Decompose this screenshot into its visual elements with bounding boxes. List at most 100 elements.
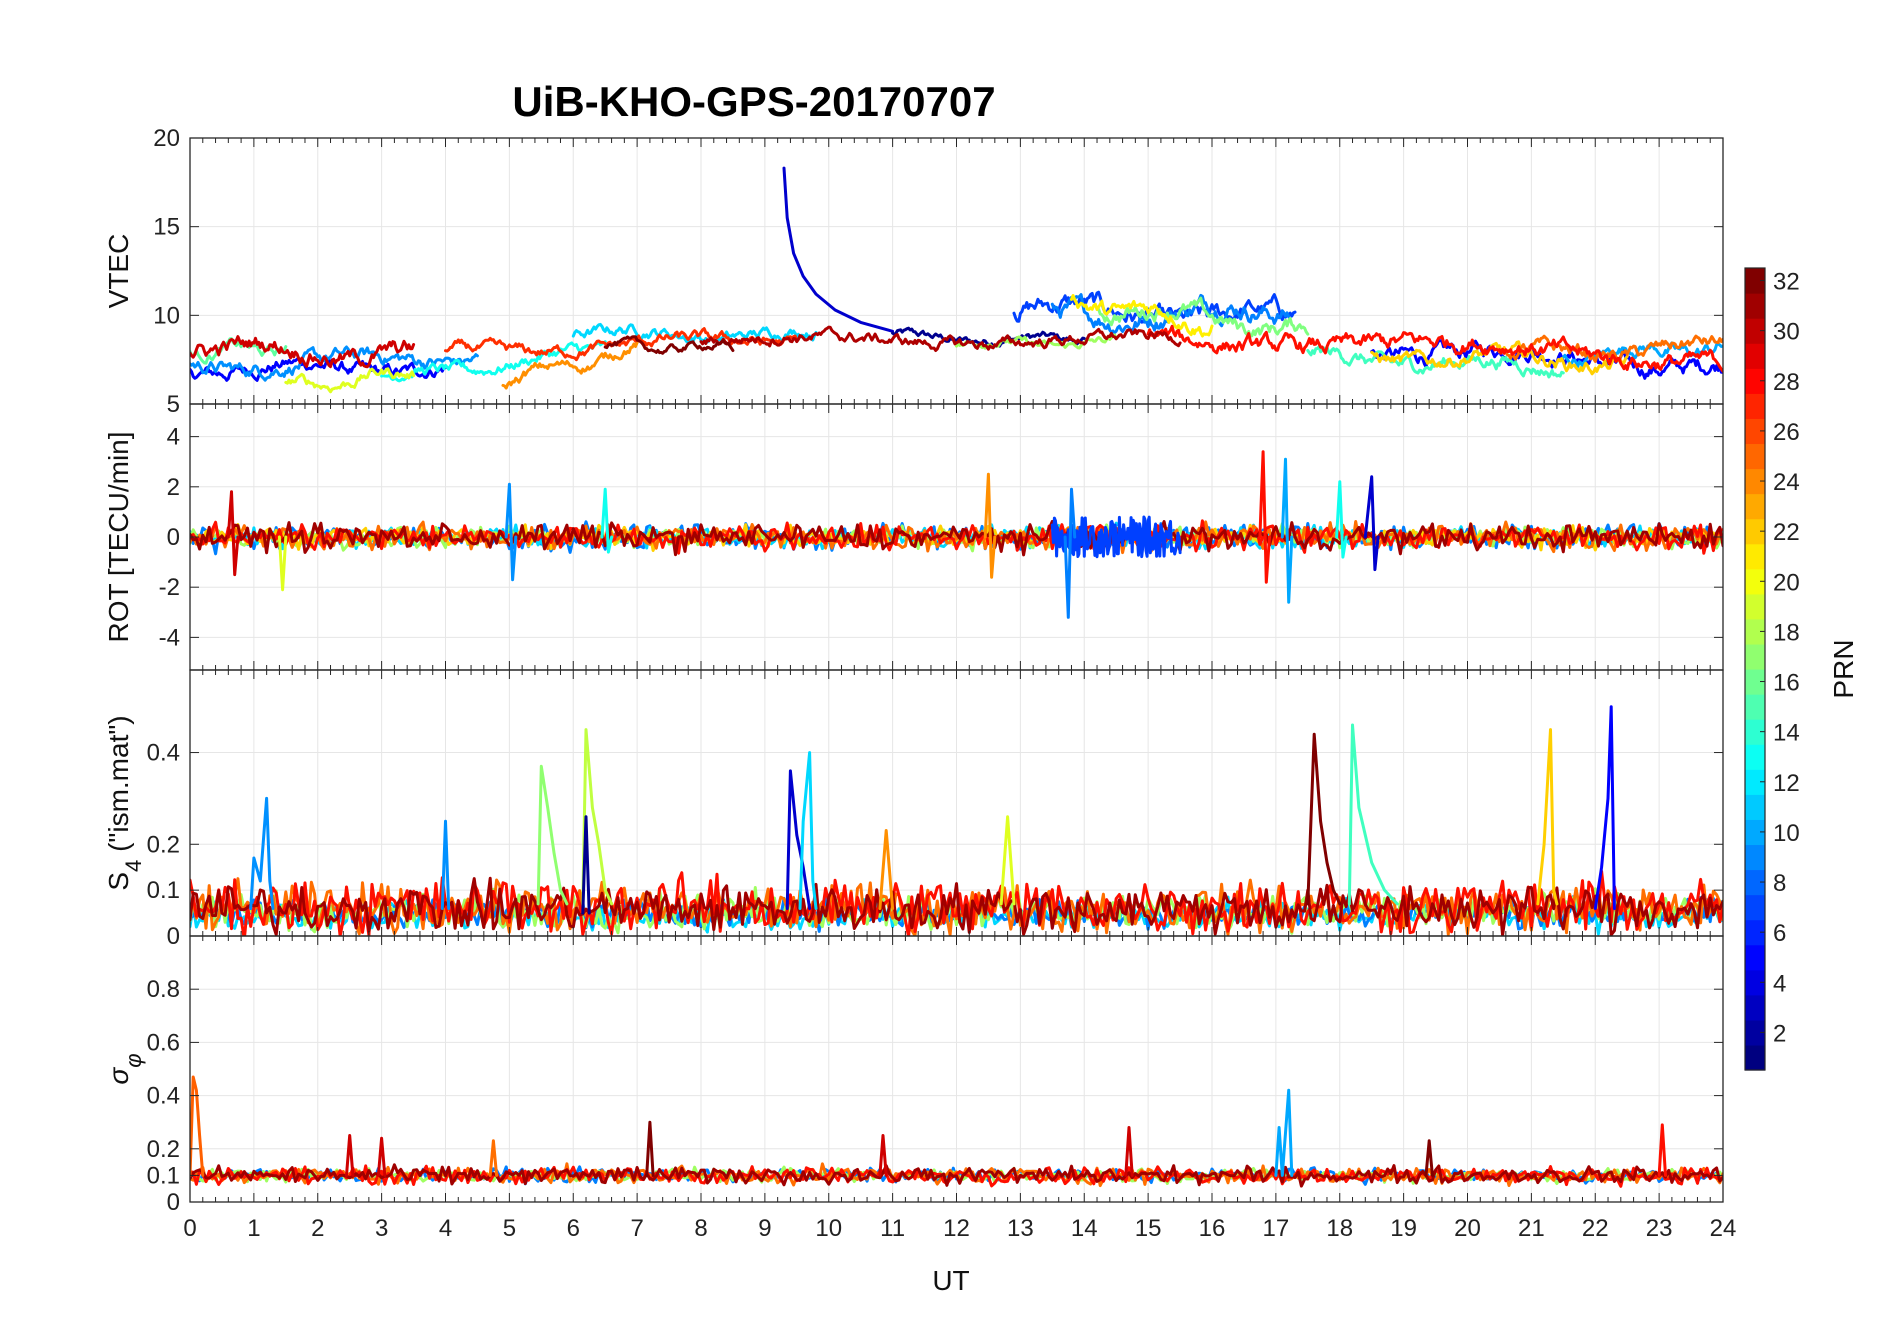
y-tick-label: 0 [167, 923, 180, 950]
trace-prn-31 [190, 1163, 1723, 1188]
trace-prn-31 [699, 325, 1182, 352]
trace-prn-28 [1146, 324, 1723, 373]
colorbar-tick-label: 8 [1773, 870, 1786, 897]
trace-prn-30 [878, 1134, 888, 1177]
x-tick-label: 4 [439, 1215, 452, 1242]
x-tick-label: 13 [1007, 1215, 1034, 1242]
colorbar-frame [1744, 267, 1766, 1071]
trace-prn-1 [581, 815, 591, 915]
x-tick-label: 17 [1263, 1215, 1290, 1242]
x-tick-label: 11 [880, 1215, 905, 1242]
colorbar-tick-label: 22 [1773, 519, 1800, 546]
x-tick-label: 8 [694, 1215, 707, 1242]
trace-prn-28 [1258, 450, 1271, 584]
x-tick-label: 14 [1071, 1215, 1098, 1242]
colorbar-label: PRN [1828, 639, 1859, 698]
colorbar-segment [1745, 643, 1765, 670]
colorbar-segment [1745, 368, 1765, 394]
colorbar-segment [1745, 794, 1765, 820]
trace-prn-4 [190, 356, 447, 382]
trace-prn-12 [798, 751, 818, 910]
trace-prn-2 [785, 769, 812, 910]
colorbar-tick-label: 4 [1773, 970, 1786, 997]
colorbar-tick-label: 18 [1773, 619, 1800, 646]
panel-vtec: 5 10 15 20 VTEC [103, 125, 1724, 418]
trace-prn-30 [1124, 1126, 1134, 1177]
trace-prn-4 [1370, 338, 1723, 380]
trace-prn-17 [1095, 296, 1310, 338]
trace-prn-30 [190, 335, 416, 369]
y-tick-label: 0.1 [147, 1162, 180, 1189]
trace-prn-13 [380, 340, 607, 383]
colorbar-segment [1745, 944, 1765, 971]
colorbar-tick-label: 16 [1773, 670, 1800, 697]
colorbar-segment [1745, 669, 1765, 695]
y-tick-label: 0 [167, 1189, 180, 1216]
colorbar-tick-label: 12 [1773, 770, 1800, 797]
x-tick-label: 18 [1326, 1215, 1353, 1242]
colorbar-tick-label: 26 [1773, 419, 1800, 446]
y-tick-label: 15 [153, 214, 180, 241]
colorbar-segment [1745, 493, 1765, 520]
x-tick-label: 0 [183, 1215, 196, 1242]
colorbar-segment [1745, 343, 1765, 369]
panel-rot: -4 -2 0 2 4 ROT [TECU/min] [103, 403, 1724, 671]
colorbar-segment [1745, 994, 1765, 1021]
panel-sigma: 00.10.2 0.4 0.6 0.8 σφ [103, 935, 1724, 1216]
trace-prn-9 [504, 482, 518, 582]
trace-prn-24 [501, 341, 639, 390]
colorbar-tick-label: 20 [1773, 569, 1800, 596]
x-axis-label: UT [932, 1265, 969, 1296]
x-tick-label: 3 [375, 1215, 388, 1242]
trace-prn-3 [1593, 705, 1616, 910]
x-tick-label: 20 [1454, 1215, 1481, 1242]
y-tick-label: 10 [153, 302, 180, 329]
trace-prn-32 [603, 335, 735, 355]
trace-prn-6 [1050, 515, 1182, 559]
panel-s4: 0 0.1 0.2 0.4S4 ("ism.mat") [103, 669, 1724, 950]
colorbar-segment [1745, 568, 1765, 595]
colorbar-segment [1745, 393, 1765, 419]
x-axis: 0 1 2 3 4 5 6 7 8 9 10 11 12 13 14 15 16 17 18 19 20 21 22 23 24 [183, 1215, 1736, 1242]
colorbar-tick-label: 24 [1773, 469, 1800, 496]
trace-prn-20 [277, 535, 288, 592]
trace-prn-8 [1050, 293, 1291, 335]
colorbar-tick-label: 14 [1773, 720, 1800, 747]
y-tick-label: -4 [159, 624, 180, 651]
x-tick-label: 16 [1199, 1215, 1226, 1242]
x-tick-label: 6 [567, 1215, 580, 1242]
x-tick-label: 23 [1646, 1215, 1673, 1242]
colorbar-tick-label: 32 [1773, 269, 1800, 296]
trace-prn-31 [190, 519, 1723, 557]
x-tick-label: 21 [1518, 1215, 1545, 1242]
colorbar-segment [1745, 819, 1765, 846]
trace-prn-20 [999, 815, 1016, 906]
traces-sigma [190, 1075, 1723, 1188]
colorbar-tick-label: 10 [1773, 820, 1800, 847]
trace-prn-10 [1280, 457, 1294, 604]
trace-prn-24 [878, 829, 895, 910]
y-axis-label-s4: S4 ("ism.mat") [103, 715, 146, 890]
colorbar-segment [1745, 919, 1765, 946]
colorbar-segment [1745, 618, 1765, 645]
trace-prn-13 [1335, 480, 1348, 559]
y-axis-label-rot: ROT [TECU/min] [103, 431, 134, 642]
colorbar-segment [1745, 719, 1765, 745]
colorbar-segment [1745, 268, 1765, 294]
x-tick-label: 7 [630, 1215, 643, 1242]
y-tick-label: 20 [153, 125, 180, 152]
trace-prn-2 [782, 166, 895, 333]
trace-prn-27 [444, 327, 799, 362]
chart-title: UiB-KHO-GPS-20170707 [512, 78, 995, 125]
y-tick-label: 0.2 [147, 1136, 180, 1163]
colorbar-segment [1745, 1019, 1765, 1046]
x-tick-label: 15 [1135, 1215, 1162, 1242]
colorbar-segment [1745, 593, 1765, 620]
y-tick-label: 0.1 [147, 877, 180, 904]
trace-prn-25 [488, 1139, 499, 1177]
colorbar-tick-label: 28 [1773, 369, 1800, 396]
x-tick-label: 22 [1582, 1215, 1609, 1242]
colorbar-segment [1745, 894, 1765, 921]
